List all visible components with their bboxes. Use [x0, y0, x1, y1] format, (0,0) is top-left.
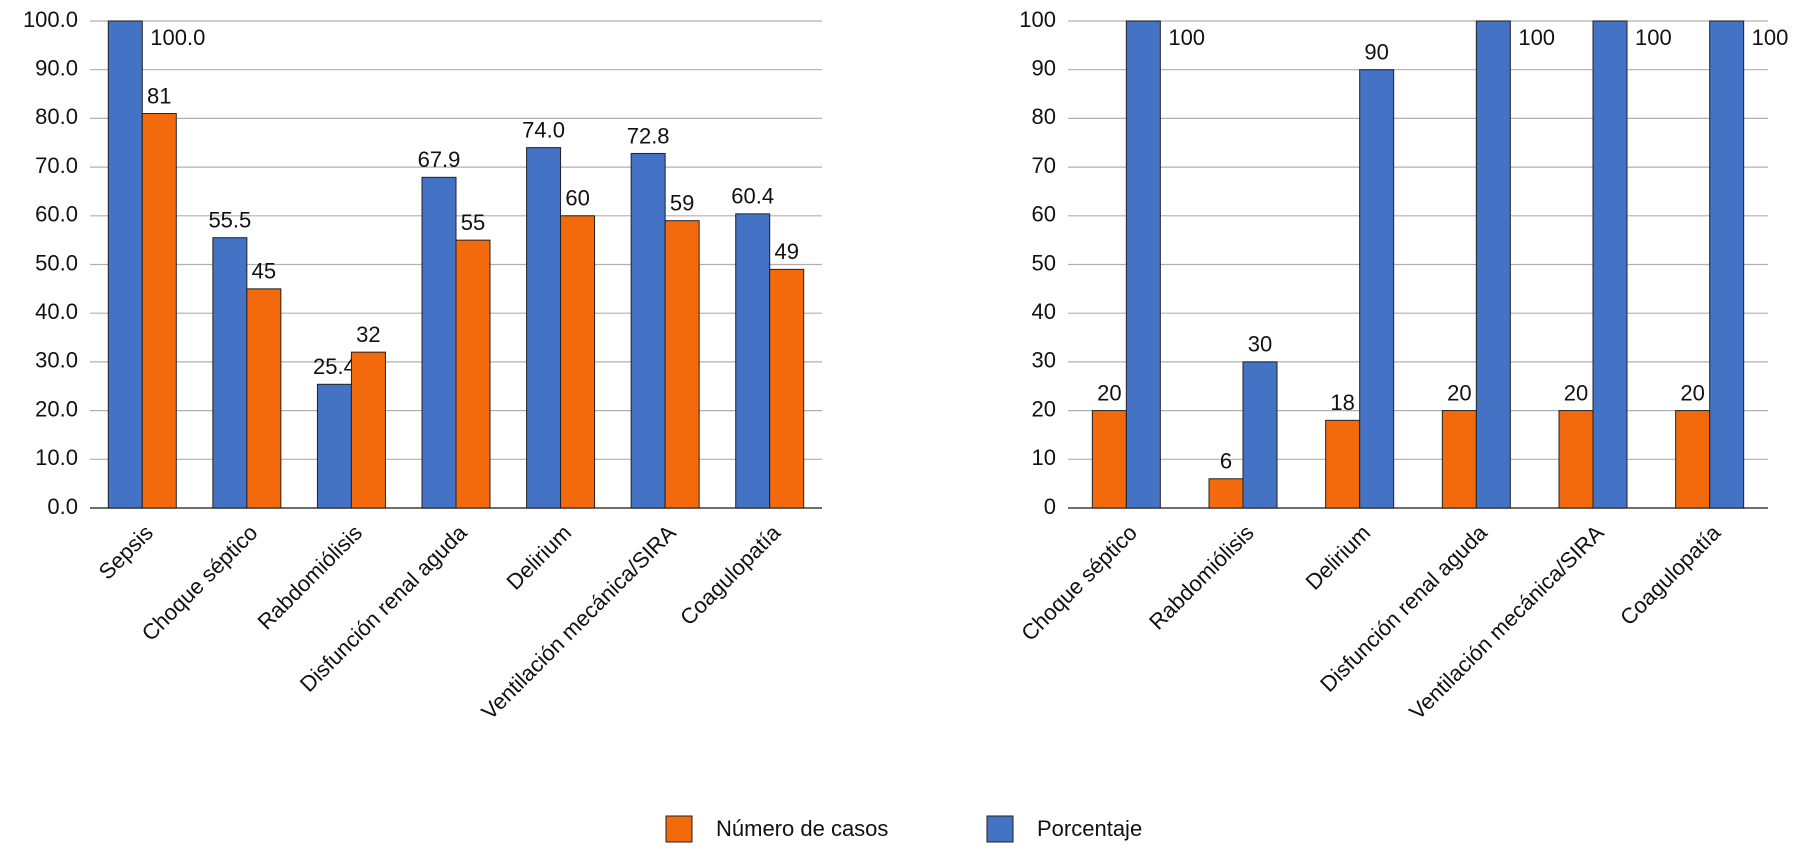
y-tick-label: 100 — [1019, 7, 1056, 32]
legend-swatch — [986, 815, 1014, 843]
bar — [141, 113, 177, 509]
bar — [421, 176, 457, 509]
data-label: 100 — [1752, 25, 1789, 50]
x-tick-label: Delirium — [1301, 520, 1376, 595]
bar — [1675, 410, 1711, 509]
bar — [1325, 419, 1361, 509]
legend-label: Número de casos — [716, 816, 888, 841]
y-tick-label: 0.0 — [47, 494, 78, 519]
data-label: 100 — [1168, 25, 1205, 50]
data-label: 6 — [1220, 449, 1232, 474]
data-label: 72.8 — [627, 123, 670, 148]
data-label: 60.4 — [731, 184, 774, 209]
y-tick-label: 20 — [1032, 396, 1056, 421]
legend-label: Porcentaje — [1037, 816, 1142, 841]
x-tick-label: Coagulopatía — [1615, 519, 1726, 630]
bar — [350, 351, 386, 509]
data-label: 18 — [1330, 390, 1354, 415]
bar — [1359, 69, 1395, 509]
y-tick-label: 40 — [1032, 299, 1056, 324]
y-tick-label: 90.0 — [35, 56, 78, 81]
y-tick-label: 40.0 — [35, 299, 78, 324]
y-tick-label: 80.0 — [35, 104, 78, 129]
bar — [735, 213, 771, 509]
legend-swatch — [665, 815, 693, 843]
bar — [1592, 20, 1628, 509]
bar — [1091, 410, 1127, 509]
y-tick-label: 90 — [1032, 56, 1056, 81]
data-label: 90 — [1364, 40, 1388, 65]
bar — [1208, 478, 1244, 509]
bar — [526, 147, 562, 509]
data-label: 45 — [252, 259, 276, 284]
bar — [1709, 20, 1745, 509]
x-tick-label: Delirium — [501, 520, 576, 595]
y-tick-label: 10 — [1032, 445, 1056, 470]
bar — [1475, 20, 1511, 509]
x-tick-label: Ventilación mecánica/SIRA — [1404, 520, 1609, 725]
x-tick-label: Rabdomiólisis — [1144, 520, 1259, 635]
y-tick-label: 60 — [1032, 202, 1056, 227]
data-label: 55.5 — [208, 208, 251, 233]
bar — [246, 288, 282, 509]
x-tick-label: Rabdomiólisis — [253, 520, 368, 635]
x-tick-label: Sepsis — [94, 520, 158, 584]
data-label: 100 — [1635, 25, 1672, 50]
data-label: 49 — [774, 239, 798, 264]
data-label: 67.9 — [418, 147, 461, 172]
y-tick-label: 100.0 — [23, 7, 78, 32]
y-tick-label: 60.0 — [35, 202, 78, 227]
x-tick-label: Ventilación mecánica/SIRA — [476, 520, 681, 725]
data-label: 100 — [1518, 25, 1555, 50]
data-label: 55 — [461, 210, 485, 235]
data-label: 100.0 — [150, 25, 205, 50]
data-label: 20 — [1447, 380, 1471, 405]
x-tick-label: Coagulopatía — [675, 519, 786, 630]
bar — [1242, 361, 1278, 509]
y-tick-label: 20.0 — [35, 396, 78, 421]
bar — [664, 220, 700, 509]
bar — [630, 152, 666, 509]
x-tick-label: Disfunción renal aguda — [295, 519, 472, 696]
data-label: 81 — [147, 83, 171, 108]
bar — [1441, 410, 1477, 509]
bar — [769, 268, 805, 509]
data-label: 59 — [670, 190, 694, 215]
data-label: 20 — [1680, 380, 1704, 405]
data-label: 60 — [565, 186, 589, 211]
y-tick-label: 30 — [1032, 348, 1056, 373]
y-tick-label: 10.0 — [35, 445, 78, 470]
y-tick-label: 0 — [1044, 494, 1056, 519]
y-tick-label: 50 — [1032, 250, 1056, 275]
y-tick-label: 50.0 — [35, 250, 78, 275]
y-tick-label: 30.0 — [35, 348, 78, 373]
bar — [1125, 20, 1161, 509]
bar — [107, 20, 143, 509]
data-label: 30 — [1248, 332, 1272, 357]
bar — [560, 215, 596, 509]
bar — [455, 239, 491, 509]
y-tick-label: 70.0 — [35, 153, 78, 178]
bar — [316, 383, 352, 509]
data-label: 20 — [1097, 380, 1121, 405]
bar — [212, 237, 248, 509]
bar — [1558, 410, 1594, 509]
data-label: 25.4 — [313, 354, 356, 379]
y-tick-label: 70 — [1032, 153, 1056, 178]
y-tick-label: 80 — [1032, 104, 1056, 129]
data-label: 20 — [1564, 380, 1588, 405]
x-tick-label: Choque séptico — [1016, 520, 1142, 646]
data-label: 32 — [356, 322, 380, 347]
data-label: 74.0 — [522, 117, 565, 142]
